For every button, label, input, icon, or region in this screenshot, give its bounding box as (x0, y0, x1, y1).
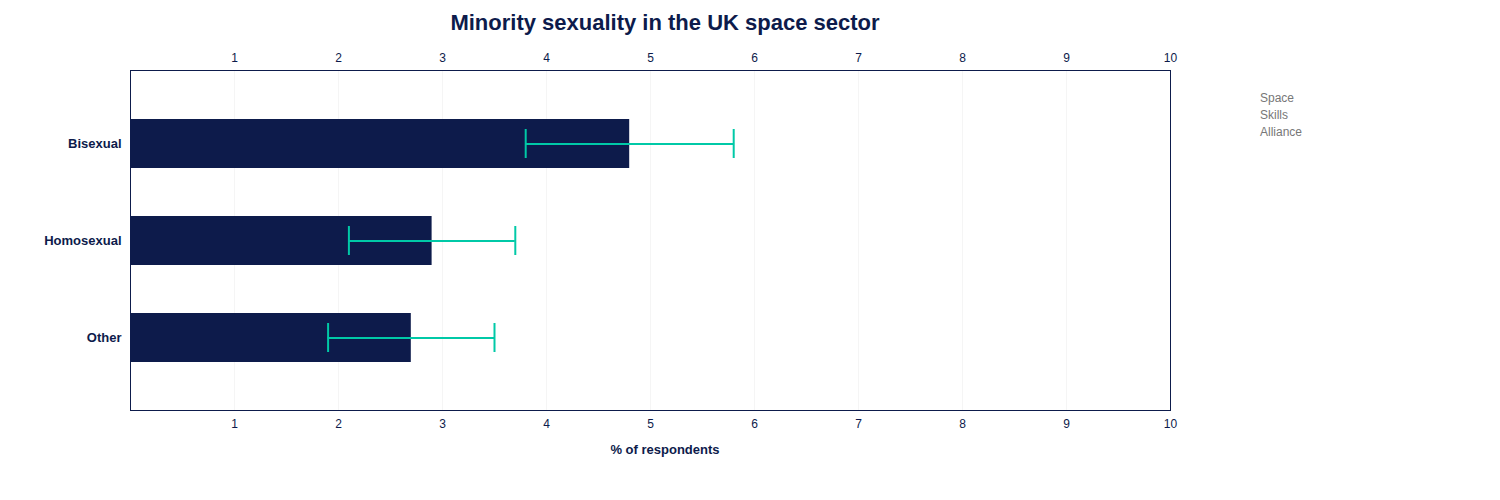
svg-text:6: 6 (751, 51, 758, 65)
svg-text:4: 4 (543, 417, 550, 431)
html-text:% of respondents: % of respondents (610, 442, 720, 457)
svg-text:8: 8 (959, 51, 966, 65)
svg-text:3: 3 (439, 51, 446, 65)
svg-text:1: 1 (231, 51, 238, 65)
svg-text:5: 5 (647, 417, 654, 431)
svg-text:2: 2 (335, 417, 342, 431)
svg-text:10: 10 (1164, 417, 1178, 431)
svg-text:10: 10 (1164, 51, 1178, 65)
svg-text:7: 7 (855, 51, 862, 65)
svg-text:Other: Other (87, 330, 122, 345)
html-text:Space Skills Alliance: Space Skills Alliance (1260, 91, 1302, 139)
svg-text:6: 6 (751, 417, 758, 431)
svg-text:9: 9 (1063, 51, 1070, 65)
svg-text:2: 2 (335, 51, 342, 65)
svg-text:7: 7 (855, 417, 862, 431)
svg-text:8: 8 (959, 417, 966, 431)
svg-text:Bisexual: Bisexual (68, 136, 121, 151)
html-text:Minority sexuality in the UK s: Minority sexuality in the UK space secto… (450, 10, 880, 35)
svg-text:9: 9 (1063, 417, 1070, 431)
svg-text:Homosexual: Homosexual (44, 233, 121, 248)
svg-text:4: 4 (543, 51, 550, 65)
svg-text:3: 3 (439, 417, 446, 431)
svg-text:5: 5 (647, 51, 654, 65)
svg-text:1: 1 (231, 417, 238, 431)
